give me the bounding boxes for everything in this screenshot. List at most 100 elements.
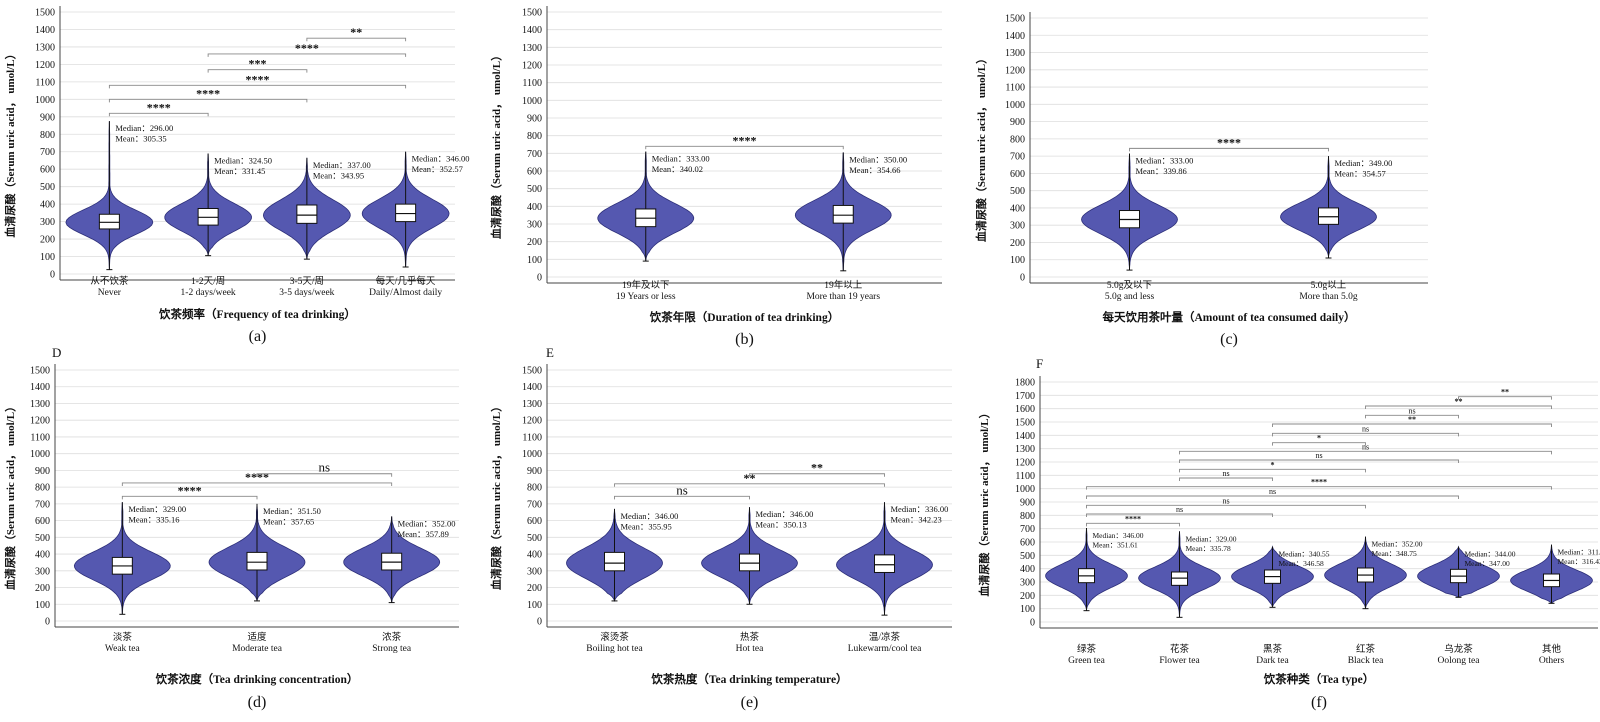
y-tick-label: 200 bbox=[527, 583, 542, 594]
y-tick-label: 400 bbox=[527, 550, 542, 561]
y-tick-label: 1400 bbox=[1005, 31, 1025, 42]
y-axis-label: 血清尿酸（Serum uric acid， umol/L） bbox=[3, 401, 17, 590]
y-tick-label: 500 bbox=[1010, 186, 1025, 197]
median-annotation: Median：333.00 bbox=[652, 154, 710, 164]
significance-label: **** bbox=[1217, 135, 1241, 149]
panel-f: 0 100 200 300 400 500 600 700 800 900 1000 1100 1200… bbox=[977, 356, 1600, 711]
y-tick-label: 1500 bbox=[1005, 14, 1025, 25]
x-axis-label: 每天饮用茶叶量（Amount of tea consumed daily） bbox=[1102, 310, 1355, 324]
mean-annotation: Mean：331.45 bbox=[214, 166, 265, 176]
y-tick-label: 0 bbox=[1030, 618, 1035, 629]
y-tick-label: 600 bbox=[527, 516, 542, 527]
x-tick-label-en: Oolong tea bbox=[1438, 656, 1481, 666]
y-tick-label: 1100 bbox=[522, 78, 542, 89]
y-tick-label: 1500 bbox=[35, 8, 55, 19]
significance-label: ns bbox=[1315, 451, 1322, 460]
y-tick-label: 900 bbox=[527, 466, 542, 477]
iqr-box bbox=[395, 203, 417, 223]
y-tick-label: 400 bbox=[527, 202, 542, 213]
y-tick-label: 1500 bbox=[522, 366, 542, 377]
y-tick-label: 300 bbox=[1020, 578, 1035, 589]
mean-annotation: Mean：350.13 bbox=[756, 520, 807, 530]
x-tick-label-cn: 19年及以下 bbox=[622, 279, 670, 291]
significance-bracket bbox=[207, 53, 407, 57]
median-annotation: Median：346.00 bbox=[621, 511, 679, 521]
mean-annotation: Mean：342.23 bbox=[891, 515, 942, 525]
significance-bracket bbox=[1272, 442, 1366, 446]
y-tick-label: 1300 bbox=[30, 399, 50, 410]
y-tick-label: 100 bbox=[1020, 604, 1035, 615]
significance-bracket bbox=[207, 69, 308, 73]
significance-label: **** bbox=[733, 133, 757, 147]
y-tick-label: 1400 bbox=[1015, 431, 1035, 442]
mean-annotation: Mean：340.02 bbox=[652, 164, 703, 174]
x-tick-label-cn: 乌龙茶 bbox=[1444, 643, 1473, 655]
panel-caption: (a) bbox=[249, 328, 267, 345]
median-annotation: Median：346.00 bbox=[1093, 531, 1144, 540]
panel-letter: D bbox=[52, 345, 61, 360]
iqr-box bbox=[739, 553, 760, 572]
significance-label: **** bbox=[196, 86, 220, 100]
x-tick-label-en: Flower tea bbox=[1159, 656, 1200, 666]
mean-annotation: Mean：316.43 bbox=[1558, 557, 1600, 566]
y-tick-label: 1100 bbox=[30, 432, 50, 443]
y-tick-label: 1000 bbox=[522, 449, 542, 460]
y-tick-label: 1200 bbox=[1015, 458, 1035, 469]
y-tick-label: 400 bbox=[1010, 203, 1025, 214]
y-tick-label: 1700 bbox=[1015, 391, 1035, 402]
mean-annotation: Mean：305.35 bbox=[115, 134, 166, 144]
y-tick-label: 1300 bbox=[522, 399, 542, 410]
y-tick-label: 0 bbox=[1020, 273, 1025, 284]
y-tick-label: 300 bbox=[527, 220, 542, 231]
mean-annotation: Mean：357.89 bbox=[398, 529, 449, 539]
significance-bracket bbox=[1179, 450, 1552, 455]
x-tick-label-en: 1-2 days/week bbox=[181, 288, 236, 298]
y-tick-label: 700 bbox=[35, 499, 50, 510]
median-annotation: Median：311.50 bbox=[1558, 548, 1600, 557]
significance-label: ** bbox=[1501, 388, 1509, 397]
panel-letter: E bbox=[546, 345, 554, 360]
y-tick-label: 600 bbox=[527, 167, 542, 178]
median-annotation: Median：349.00 bbox=[1335, 158, 1393, 168]
y-tick-label: 300 bbox=[1010, 221, 1025, 232]
x-axis-label: 饮茶浓度（Tea drinking concentration） bbox=[155, 672, 359, 686]
significance-label: * bbox=[1317, 434, 1321, 443]
panel-e: 0 100 200 300 400 500 600 700 800 900 1000 1100 1200… bbox=[489, 345, 952, 711]
y-tick-label: 900 bbox=[527, 114, 542, 125]
y-tick-label: 600 bbox=[1020, 538, 1035, 549]
significance-label: **** bbox=[246, 72, 270, 86]
x-tick-label-cn: 每天/几乎每天 bbox=[376, 275, 436, 287]
y-tick-label: 1000 bbox=[522, 96, 542, 107]
y-tick-label: 500 bbox=[40, 182, 55, 193]
median-annotation: Median：344.00 bbox=[1465, 550, 1516, 559]
significance-label: **** bbox=[178, 483, 202, 497]
mean-annotation: Mean：357.65 bbox=[263, 516, 314, 526]
significance-label: ns bbox=[1362, 442, 1369, 451]
mean-annotation: Mean：348.75 bbox=[1372, 549, 1417, 558]
significance-bracket bbox=[1086, 504, 1366, 509]
y-tick-label: 800 bbox=[40, 130, 55, 141]
y-tick-label: 100 bbox=[527, 600, 542, 611]
y-tick-label: 800 bbox=[527, 483, 542, 494]
y-tick-label: 1200 bbox=[522, 61, 542, 72]
y-tick-label: 500 bbox=[527, 184, 542, 195]
y-tick-label: 1000 bbox=[30, 449, 50, 460]
significance-bracket bbox=[256, 473, 393, 477]
median-annotation: Median：329.00 bbox=[128, 504, 186, 514]
significance-bracket bbox=[108, 84, 407, 89]
panel-caption: (e) bbox=[741, 694, 759, 711]
y-tick-label: 700 bbox=[40, 147, 55, 158]
y-tick-label: 500 bbox=[35, 533, 50, 544]
x-tick-label-cn: 从不饮茶 bbox=[90, 275, 129, 287]
significance-label: *** bbox=[249, 57, 267, 71]
iqr-box bbox=[246, 551, 268, 571]
significance-bracket bbox=[614, 483, 885, 487]
y-tick-label: 1500 bbox=[522, 8, 542, 19]
median-annotation: Median：324.50 bbox=[214, 155, 272, 165]
panel-c: 0 100 200 300 400 500 600 700 800 900 1000 1100 1200… bbox=[974, 12, 1428, 348]
y-tick-label: 200 bbox=[35, 583, 50, 594]
iqr-box bbox=[874, 554, 895, 573]
y-axis-label: 血清尿酸（Serum uric acid， umol/L） bbox=[977, 407, 991, 596]
y-axis-label: 血清尿酸（Serum uric acid， umol/L） bbox=[489, 50, 503, 239]
